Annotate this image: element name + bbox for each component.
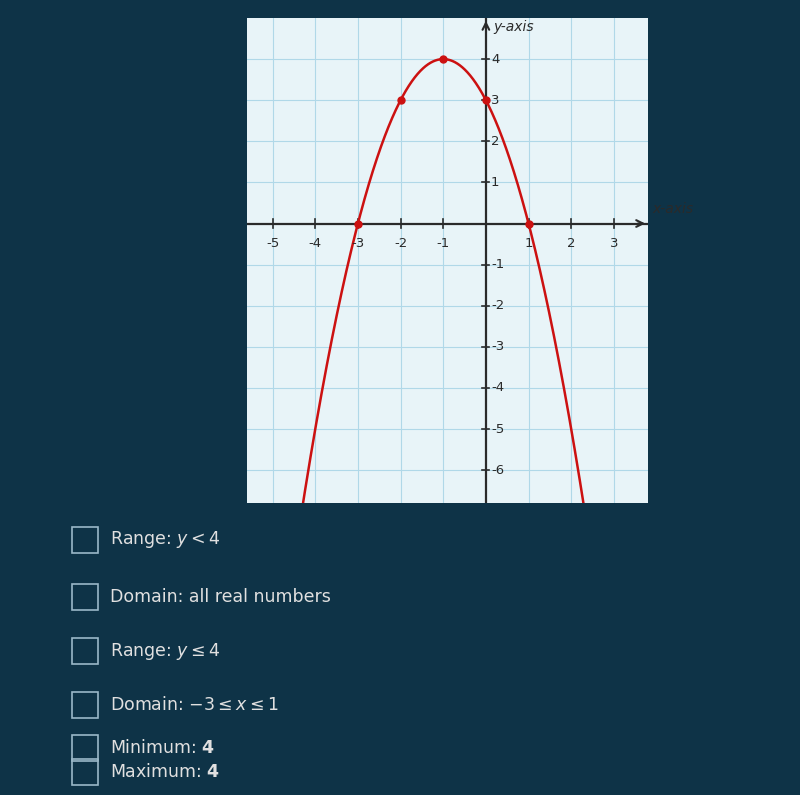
Text: -3: -3 — [491, 340, 504, 353]
Text: Minimum: $\mathbf{4}$: Minimum: $\mathbf{4}$ — [110, 739, 214, 757]
Text: -2: -2 — [491, 299, 504, 312]
Text: 2: 2 — [567, 237, 575, 250]
Text: -3: -3 — [351, 237, 365, 250]
Text: 1: 1 — [524, 237, 533, 250]
Text: 2: 2 — [491, 135, 499, 148]
Text: Maximum: $\mathbf{4}$: Maximum: $\mathbf{4}$ — [110, 763, 219, 781]
Text: 3: 3 — [610, 237, 618, 250]
Text: 4: 4 — [491, 52, 499, 66]
Text: Range: $y \leq 4$: Range: $y \leq 4$ — [110, 641, 220, 661]
Text: -1: -1 — [491, 258, 504, 271]
Text: Range: $y < 4$: Range: $y < 4$ — [110, 529, 220, 550]
Text: 1: 1 — [491, 176, 499, 189]
Text: -4: -4 — [491, 382, 504, 394]
Text: 3: 3 — [491, 94, 499, 107]
Text: -1: -1 — [437, 237, 450, 250]
Text: x-axis: x-axis — [652, 202, 694, 216]
Text: Domain: all real numbers: Domain: all real numbers — [110, 588, 330, 606]
Text: -5: -5 — [491, 422, 504, 436]
Text: Domain: $-3 \leq x \leq 1$: Domain: $-3 \leq x \leq 1$ — [110, 696, 278, 714]
Text: -6: -6 — [491, 463, 504, 477]
Text: -5: -5 — [266, 237, 279, 250]
Text: -2: -2 — [394, 237, 407, 250]
Text: -4: -4 — [309, 237, 322, 250]
Text: y-axis: y-axis — [494, 20, 534, 34]
